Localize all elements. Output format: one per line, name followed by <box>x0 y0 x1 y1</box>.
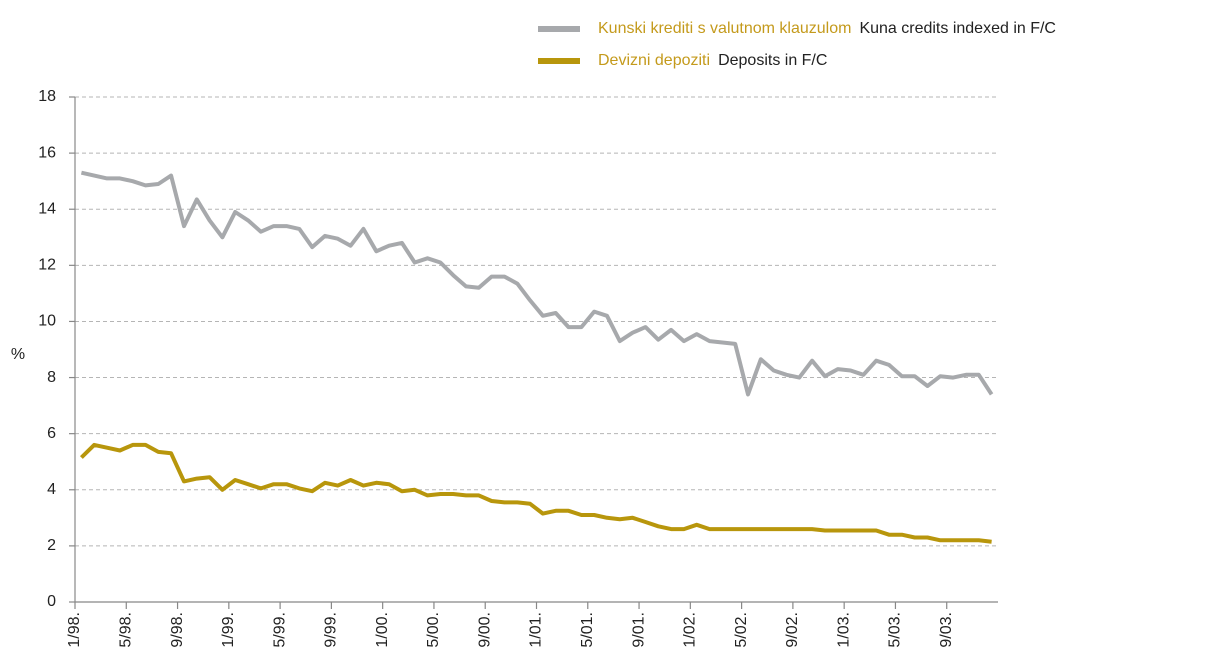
x-tick-label: 5/99. <box>271 612 288 648</box>
x-tick-label: 1/03. <box>835 612 852 648</box>
y-tick-label: 0 <box>47 593 56 610</box>
x-tick-label: 1/02. <box>682 612 699 648</box>
x-tick-label: 9/03. <box>938 612 955 648</box>
legend-name-en: Kuna credits indexed in F/C <box>859 20 1056 37</box>
x-tick-label: 5/00. <box>425 612 442 648</box>
y-tick-label: 10 <box>38 313 56 330</box>
x-tick-label: 9/98. <box>169 612 186 648</box>
y-tick-label: 14 <box>38 200 56 217</box>
series-line <box>80 170 994 397</box>
x-tick-label: 5/03. <box>887 612 904 648</box>
series-line <box>79 442 992 544</box>
y-tick-label: 2 <box>47 537 56 554</box>
y-tick-label: 8 <box>47 369 56 386</box>
y-tick-label: 18 <box>38 88 56 105</box>
x-tick-label: 1/99. <box>220 612 237 648</box>
legend-label: Kunski krediti s valutnom klauzulom Kuna … <box>598 20 1056 37</box>
y-tick-label: 6 <box>47 425 56 442</box>
y-tick-label: 12 <box>38 257 56 274</box>
legend-name-en: Deposits in F/C <box>718 52 827 69</box>
x-tick-label: 1/00. <box>374 612 391 648</box>
x-tick-label: 1/01. <box>528 612 545 648</box>
x-tick-label: 9/00. <box>476 612 493 648</box>
y-tick-label: 4 <box>47 481 56 498</box>
y-axis-label: % <box>11 346 25 363</box>
legend-label: Devizni depoziti Deposits in F/C <box>598 52 827 69</box>
x-tick-label: 9/02. <box>784 612 801 648</box>
legend-name: Devizni depoziti <box>598 52 710 69</box>
x-tick-label: 9/99. <box>323 612 340 648</box>
x-tick-label: 1/98. <box>66 612 83 648</box>
x-tick-label: 9/01. <box>630 612 647 648</box>
x-tick-label: 5/02. <box>733 612 750 648</box>
x-tick-label: 5/01. <box>579 612 596 648</box>
y-tick-label: 16 <box>38 144 56 161</box>
x-tick-label: 5/98. <box>117 612 134 648</box>
legend-name: Kunski krediti s valutnom klauzulom <box>598 20 851 37</box>
